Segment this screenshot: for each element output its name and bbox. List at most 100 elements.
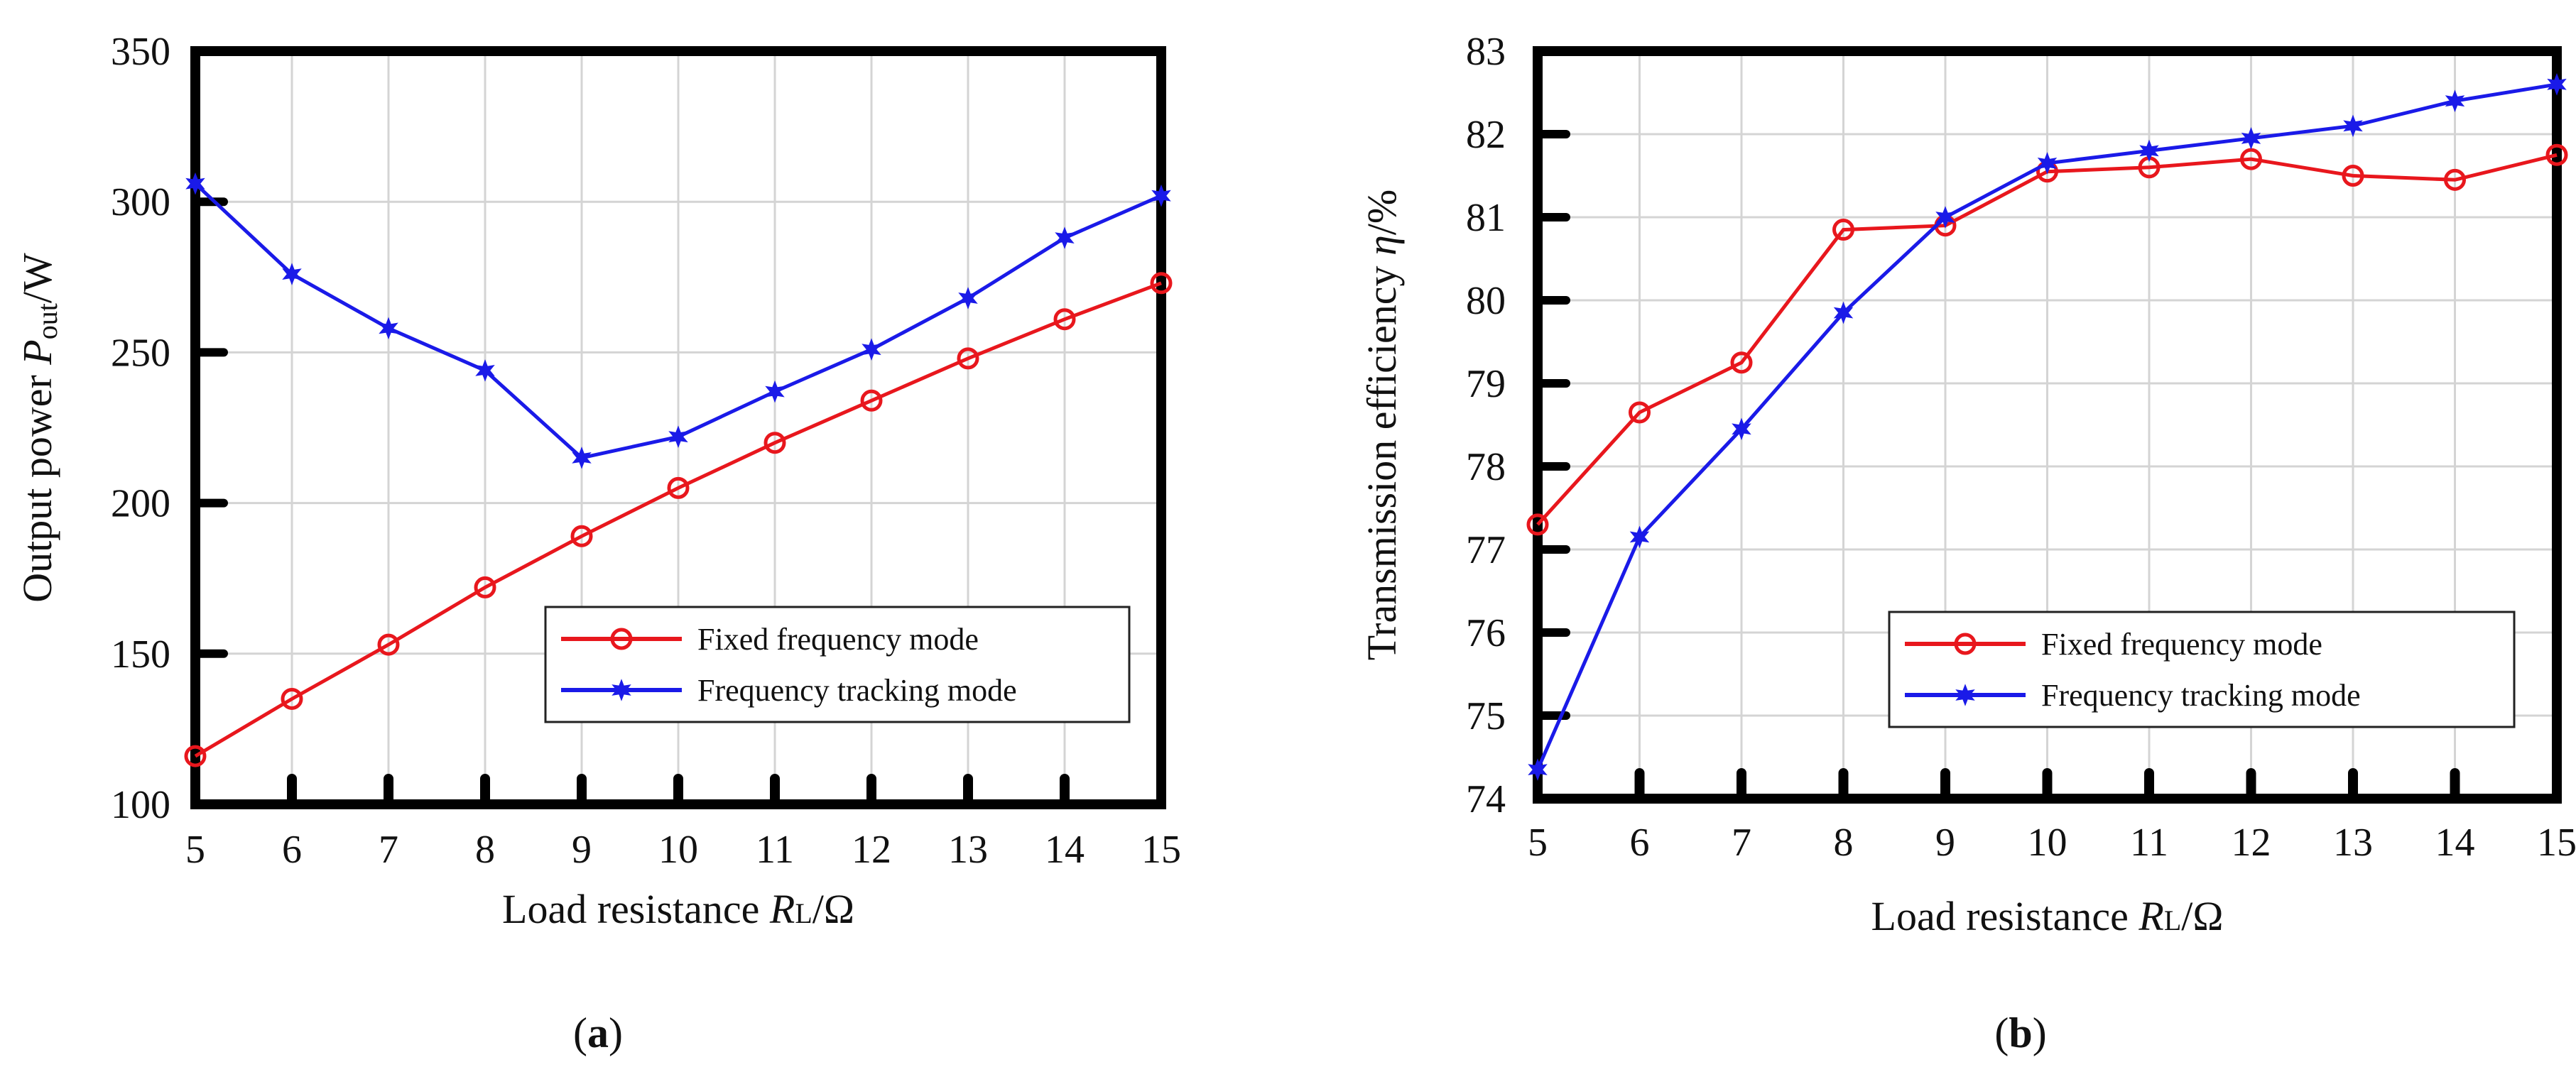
x-tick-label: 15 [1141,828,1181,872]
x-tick-label: 6 [1630,821,1650,865]
x-axis-label-unit: /Ω [2181,893,2223,939]
data-point-marker [668,425,688,448]
y-tick-label: 75 [1466,694,1506,738]
x-tick-label: 9 [1935,821,1955,865]
legend-entry-label: Frequency tracking mode [2041,678,2361,713]
legend-entry-label: Fixed frequency mode [2041,627,2322,662]
y-tick-label: 79 [1466,362,1506,406]
x-tick-label: 12 [2232,821,2271,865]
data-point-marker [2139,139,2159,163]
y-tick-label: 300 [111,180,170,224]
data-point-marker [860,389,883,412]
x-tick-label: 14 [2435,821,2475,865]
x-tick-label: 13 [948,828,988,872]
data-point-marker [2445,89,2465,112]
caption-close: ) [609,1009,623,1056]
x-tick-label: 5 [185,828,205,872]
x-tick-label: 11 [756,828,794,872]
x-axis-label-sub: L [2164,904,2181,936]
y-tick-label: 81 [1466,196,1506,240]
data-point-marker [379,317,398,340]
y-tick-label: 82 [1466,113,1506,157]
series-frequency-tracking [185,172,1171,469]
legend: Fixed frequency mode Frequency tracking m… [1888,611,2516,728]
x-tick-label: 6 [282,828,302,872]
data-point-marker [1832,219,1854,241]
data-point-marker [475,359,495,382]
x-axis-label-var: R [769,886,795,932]
data-point-marker [2241,126,2261,150]
x-tick-label: 15 [2537,821,2576,865]
data-point-marker [570,525,593,547]
data-point-marker [2342,165,2364,187]
x-tick-label: 8 [475,828,495,872]
legend-marker [610,628,633,650]
x-tick-label: 14 [1045,828,1085,872]
y-tick-label: 200 [111,482,170,526]
y-axis-label-var: P [14,339,60,365]
legend-marker [1954,633,1977,655]
series-frequency-tracking [1528,73,2567,781]
x-axis-label-sub: L [795,897,812,929]
data-point-marker [1629,525,1650,549]
data-point-marker [572,447,592,469]
x-tick-label: 8 [1834,821,1854,865]
data-point-marker [1833,301,1854,324]
x-axis-label: Load resistance RL/Ω [1871,893,2224,939]
data-point-marker [1730,351,1753,374]
caption-open: ( [573,1009,587,1056]
x-axis-label: Load resistance RL/Ω [502,886,854,932]
y-tick-label: 250 [111,331,170,375]
data-point-marker [957,347,979,370]
data-point-marker [282,263,302,285]
y-axis-label-var: η [1359,235,1405,256]
legend-entry-label: Frequency tracking mode [697,673,1017,708]
data-point-marker [765,380,785,403]
data-point-marker [1053,308,1076,331]
x-tick-label: 13 [2333,821,2373,865]
panel-caption: (a) [573,1009,623,1056]
x-tick-label: 10 [658,828,698,872]
data-point-marker [2343,114,2363,138]
tick-marks [1533,47,2562,804]
series-line [194,281,1162,758]
data-point-marker [2547,73,2567,96]
panel-b: 5 6 7 8 9 10 11 12 13 14 1574757677787980818283Fix… [1359,30,2576,1056]
legend-box [1888,611,2516,728]
y-tick-label: 76 [1466,611,1506,655]
data-point-marker [184,745,207,767]
data-point-marker [1732,417,1751,441]
x-tick-label: 7 [379,828,398,872]
caption-close: ) [2033,1009,2047,1056]
x-axis-label-var: R [2138,893,2163,939]
data-point-marker [1150,272,1173,295]
y-axis-label: Output power Pout/W [14,253,63,603]
data-point-marker [1528,758,1548,781]
data-point-marker [281,687,303,710]
x-tick-label: 5 [1528,821,1548,865]
data-point-marker [2545,143,2568,166]
y-tick-label: 77 [1466,528,1506,572]
series-fixed-frequency [184,272,1173,767]
x-tick-label: 11 [2130,821,2168,865]
data-point-marker [1151,184,1171,207]
data-point-marker [474,576,496,598]
legend: Fixed frequency mode Frequency tracking m… [544,606,1131,723]
y-tick-label: 150 [111,633,170,677]
data-point-marker [1935,206,1955,229]
y-axis-label-text: Transmission efficiency [1359,256,1405,660]
x-tick-label: 12 [852,828,891,872]
legend-box [544,606,1131,723]
panel-a: 5 6 7 8 9 10 11 12 13 14 15 100 150 200 250 300 350 Fixed… [14,30,1181,1056]
data-point-marker [667,476,690,499]
y-axis-label-unit: /% [1359,190,1405,235]
data-point-marker [1629,401,1651,424]
data-point-marker [2240,148,2262,170]
caption-open: ( [1994,1009,2009,1056]
y-axis-label-sub: out [31,303,63,339]
data-point-marker [862,338,881,361]
y-axis-label-text: Output power [14,365,60,603]
y-tick-label: 74 [1466,777,1506,821]
caption-letter: a [587,1009,609,1056]
